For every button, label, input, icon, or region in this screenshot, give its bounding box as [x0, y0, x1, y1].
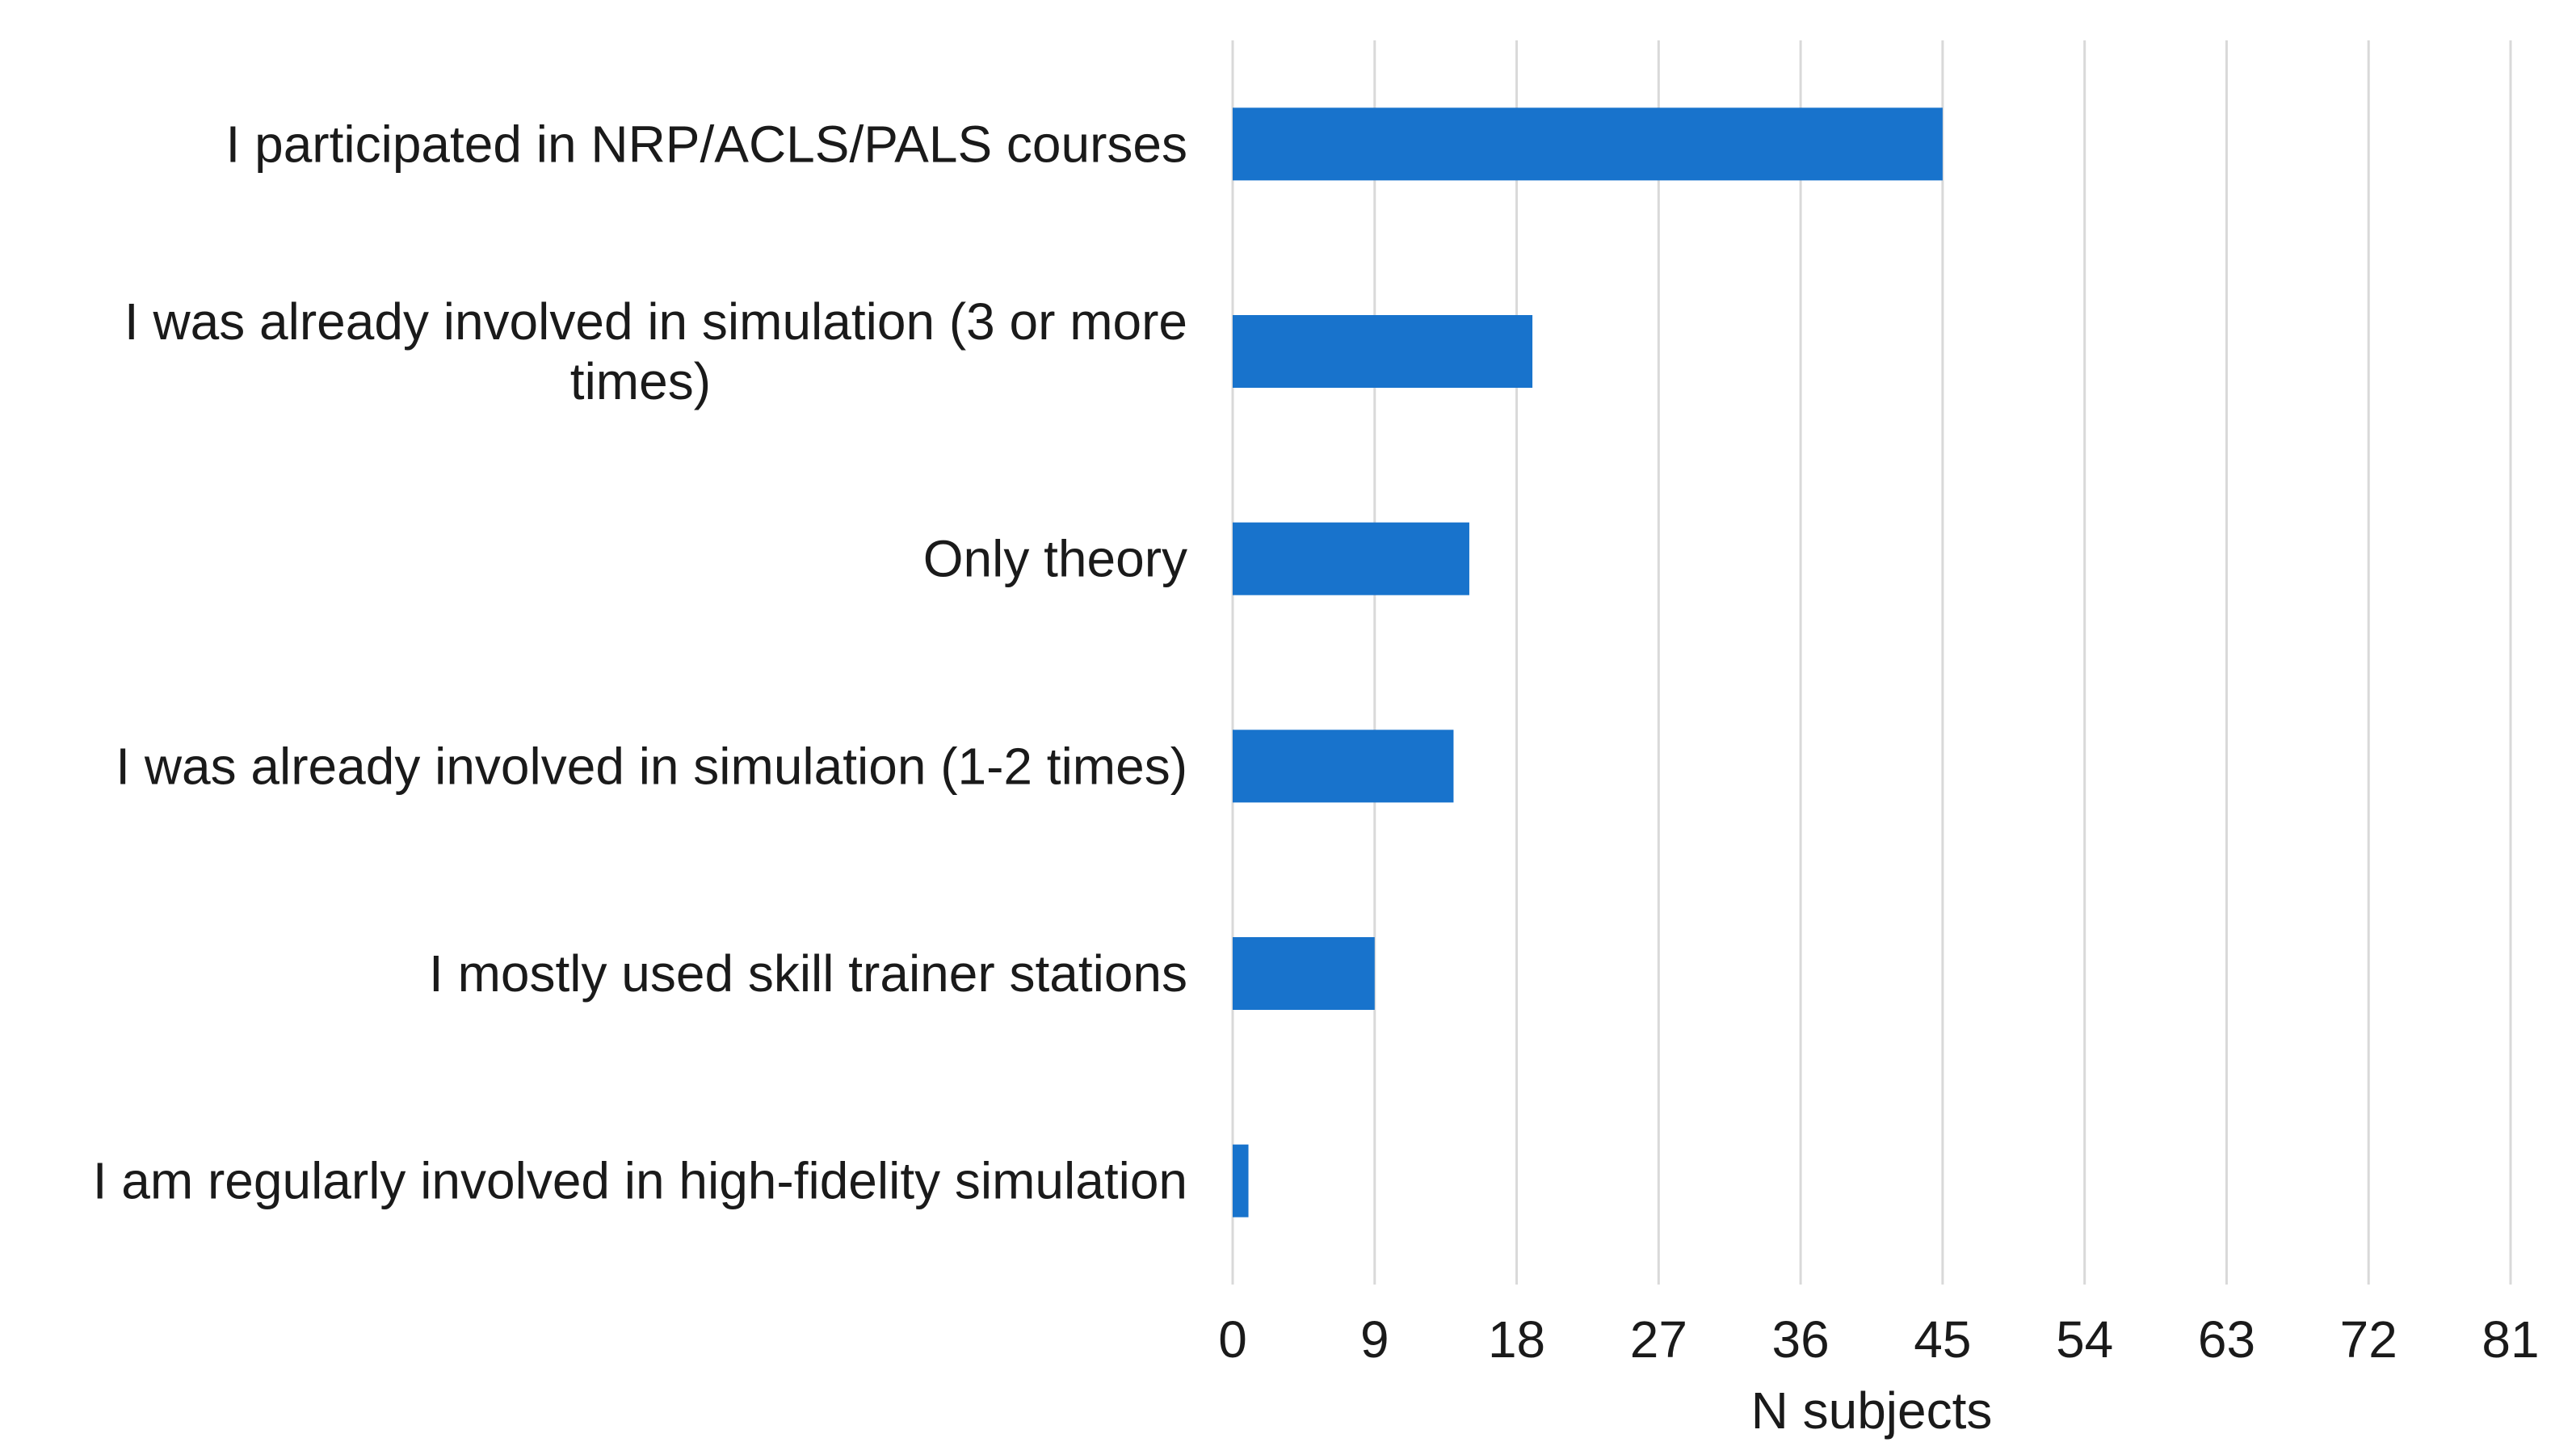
- x-axis-ticks: 0 9 18 27 36 45 54 63 72 81: [1218, 1310, 2539, 1369]
- x-tick-label: 9: [1360, 1310, 1389, 1369]
- x-tick-label: 27: [1630, 1310, 1687, 1369]
- x-axis-title: N subjects: [1751, 1381, 1993, 1440]
- bar: [1233, 522, 1469, 595]
- category-label: I mostly used skill trainer stations: [429, 944, 1187, 1003]
- category-label: Only theory: [923, 530, 1187, 588]
- bar: [1233, 1144, 1249, 1217]
- grid-layer: [1231, 40, 2512, 1285]
- bar: [1233, 730, 1454, 803]
- category-label: I am regularly involved in high-fidelity…: [93, 1152, 1187, 1210]
- x-tick-label: 18: [1488, 1310, 1545, 1369]
- category-label: I was already involved in simulation (1-…: [116, 737, 1187, 795]
- x-tick-label: 63: [2198, 1310, 2255, 1369]
- x-tick-label: 36: [1772, 1310, 1830, 1369]
- bar: [1233, 107, 1943, 181]
- bar: [1233, 315, 1533, 388]
- x-tick-label: 54: [2056, 1310, 2113, 1369]
- x-tick-label: 0: [1218, 1310, 1247, 1369]
- category-label: I participated in NRP/ACLS/PALS courses: [226, 115, 1187, 173]
- category-label-line: I mostly used skill trainer stations: [429, 944, 1187, 1003]
- category-label-line: I was already involved in simulation (1-…: [116, 737, 1187, 795]
- category-label-line: I was already involved in simulation (3 …: [124, 292, 1187, 351]
- category-label-line: Only theory: [923, 530, 1187, 588]
- category-label-line: I am regularly involved in high-fidelity…: [93, 1152, 1187, 1210]
- bar: [1233, 937, 1375, 1010]
- x-tick-label: 81: [2481, 1310, 2539, 1369]
- x-tick-label: 45: [1914, 1310, 1971, 1369]
- category-label: I was already involved in simulation (3 …: [124, 292, 1187, 410]
- category-label-line: times): [570, 352, 711, 410]
- category-labels: I participated in NRP/ACLS/PALS courses I…: [93, 115, 1187, 1209]
- bar-layer: [1233, 107, 1943, 1217]
- category-label-line: I participated in NRP/ACLS/PALS courses: [226, 115, 1187, 173]
- x-tick-label: 72: [2340, 1310, 2397, 1369]
